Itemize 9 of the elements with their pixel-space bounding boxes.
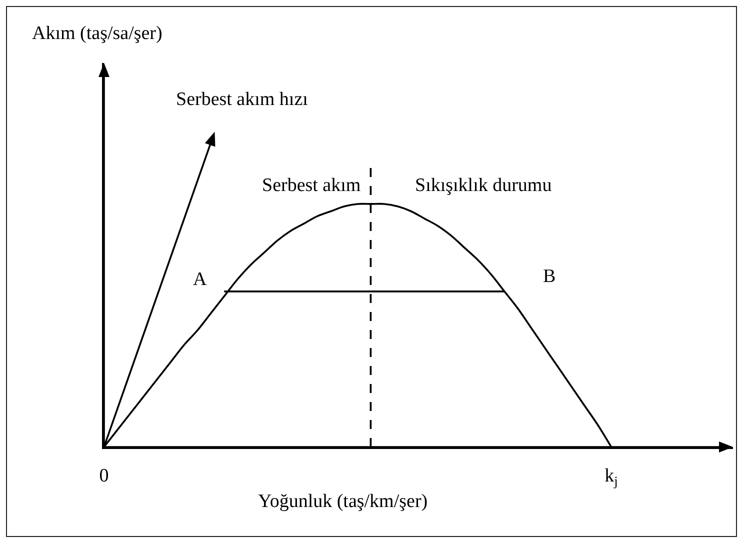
annotation: A	[193, 269, 207, 290]
x-tick-label: 0	[99, 466, 109, 487]
x-axis-title: Yoğunluk (taş/km/şer)	[258, 491, 428, 512]
annotation: B	[543, 266, 556, 287]
text: Akım (taş/sa/şer)	[32, 23, 162, 44]
text: Serbest akım hızı	[176, 89, 308, 110]
text: Serbest akım	[262, 175, 361, 196]
x-tick-label: k$_{j}$	[604, 466, 618, 489]
text: Sıkışıklık durumu	[415, 175, 552, 196]
